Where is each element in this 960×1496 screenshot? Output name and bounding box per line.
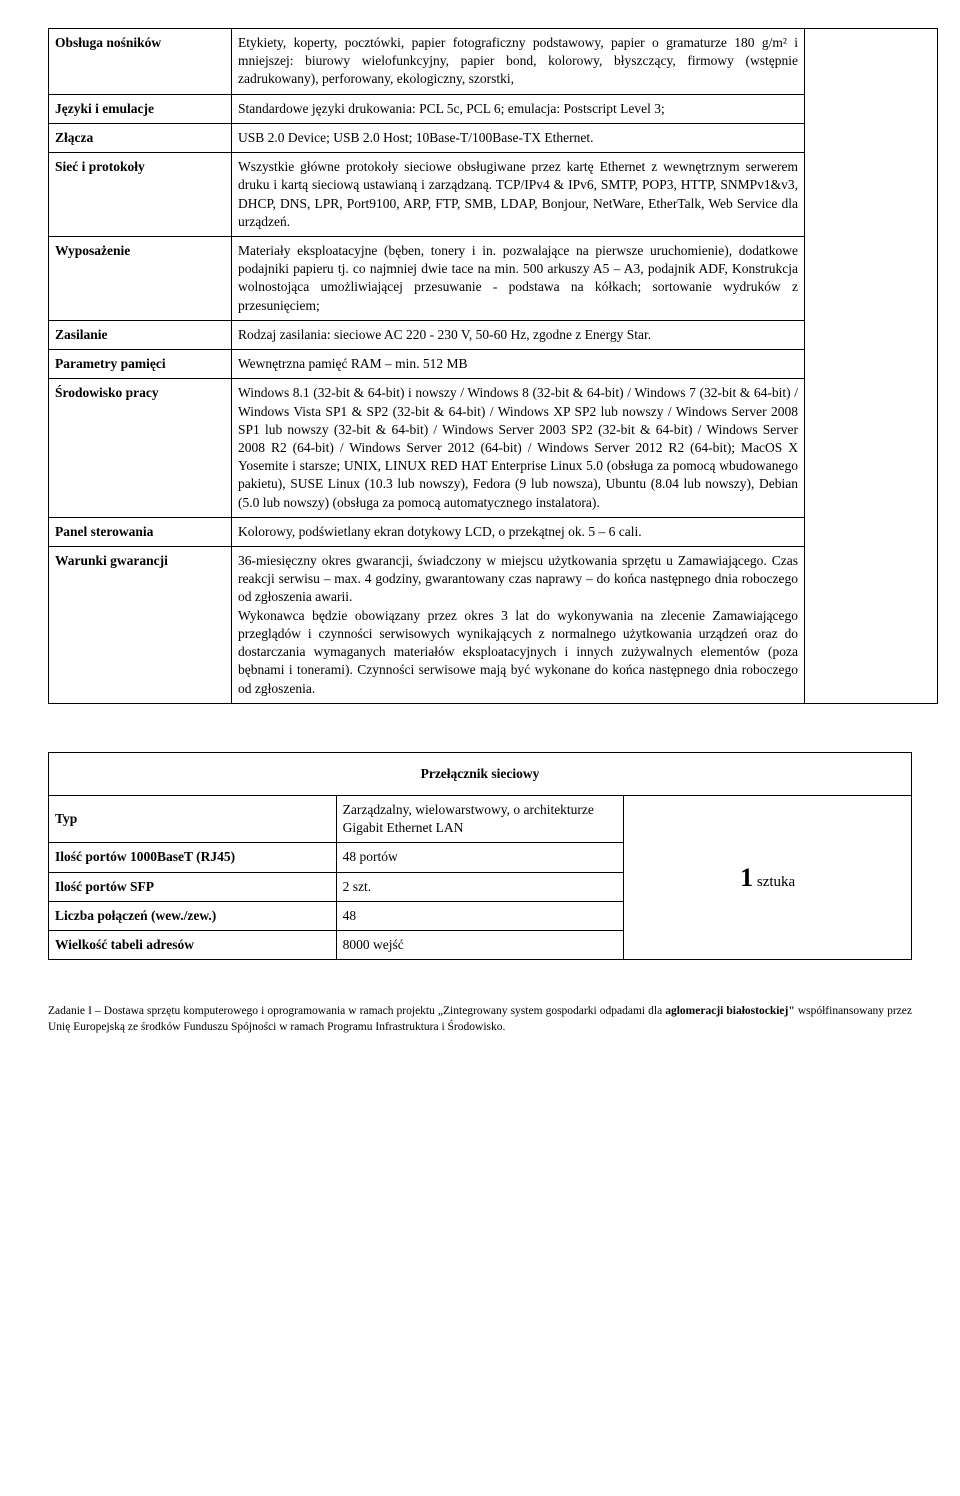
row-label: Sieć i protokoły	[49, 153, 232, 237]
row-label: Zasilanie	[49, 320, 232, 349]
t2-row-value: Zarządzalny, wielowarstwowy, o architekt…	[336, 796, 624, 843]
spec-table-2: Przełącznik sieciowy TypZarządzalny, wie…	[48, 752, 912, 961]
row-label: Złącza	[49, 123, 232, 152]
row-value: USB 2.0 Device; USB 2.0 Host; 10Base-T/1…	[232, 123, 805, 152]
row-label: Warunki gwarancji	[49, 547, 232, 704]
row-label: Wyposażenie	[49, 236, 232, 320]
table2-header: Przełącznik sieciowy	[49, 752, 912, 795]
row-value: Wewnętrzna pamięć RAM – min. 512 MB	[232, 350, 805, 379]
row-value: Windows 8.1 (32-bit & 64-bit) i nowszy /…	[232, 379, 805, 518]
row-label: Środowisko pracy	[49, 379, 232, 518]
footer-bold: aglomeracji białostockiej"	[665, 1005, 795, 1017]
blank-col	[805, 29, 938, 704]
t2-row-label: Ilość portów 1000BaseT (RJ45)	[49, 843, 337, 872]
row-label: Panel sterowania	[49, 517, 232, 546]
row-label: Obsługa nośników	[49, 29, 232, 95]
t2-row-value: 2 szt.	[336, 872, 624, 901]
t2-row-value: 8000 wejść	[336, 931, 624, 960]
footer-text: Zadanie I – Dostawa sprzętu komputeroweg…	[48, 1004, 912, 1035]
t2-row-label: Ilość portów SFP	[49, 872, 337, 901]
row-value: Standardowe języki drukowania: PCL 5c, P…	[232, 94, 805, 123]
qty-number: 1	[740, 863, 753, 892]
row-value: Rodzaj zasilania: sieciowe AC 220 - 230 …	[232, 320, 805, 349]
t2-row-value: 48 portów	[336, 843, 624, 872]
t2-row-label: Liczba połączeń (wew./zew.)	[49, 901, 337, 930]
row-label: Parametry pamięci	[49, 350, 232, 379]
qty-cell: 1 sztuka	[624, 796, 912, 960]
spec-table-1: Obsługa nośnikówEtykiety, koperty, poczt…	[48, 28, 938, 704]
footer-part1: Zadanie I – Dostawa sprzętu komputeroweg…	[48, 1005, 665, 1017]
t2-row-label: Wielkość tabeli adresów	[49, 931, 337, 960]
qty-unit: sztuka	[753, 874, 795, 890]
row-value: Wszystkie główne protokoły sieciowe obsł…	[232, 153, 805, 237]
row-label: Języki i emulacje	[49, 94, 232, 123]
row-value: 36-miesięczny okres gwarancji, świadczon…	[232, 547, 805, 704]
row-value: Materiały eksploatacyjne (bęben, tonery …	[232, 236, 805, 320]
row-value: Kolorowy, podświetlany ekran dotykowy LC…	[232, 517, 805, 546]
row-value: Etykiety, koperty, pocztówki, papier fot…	[232, 29, 805, 95]
t2-row-value: 48	[336, 901, 624, 930]
t2-row-label: Typ	[49, 796, 337, 843]
